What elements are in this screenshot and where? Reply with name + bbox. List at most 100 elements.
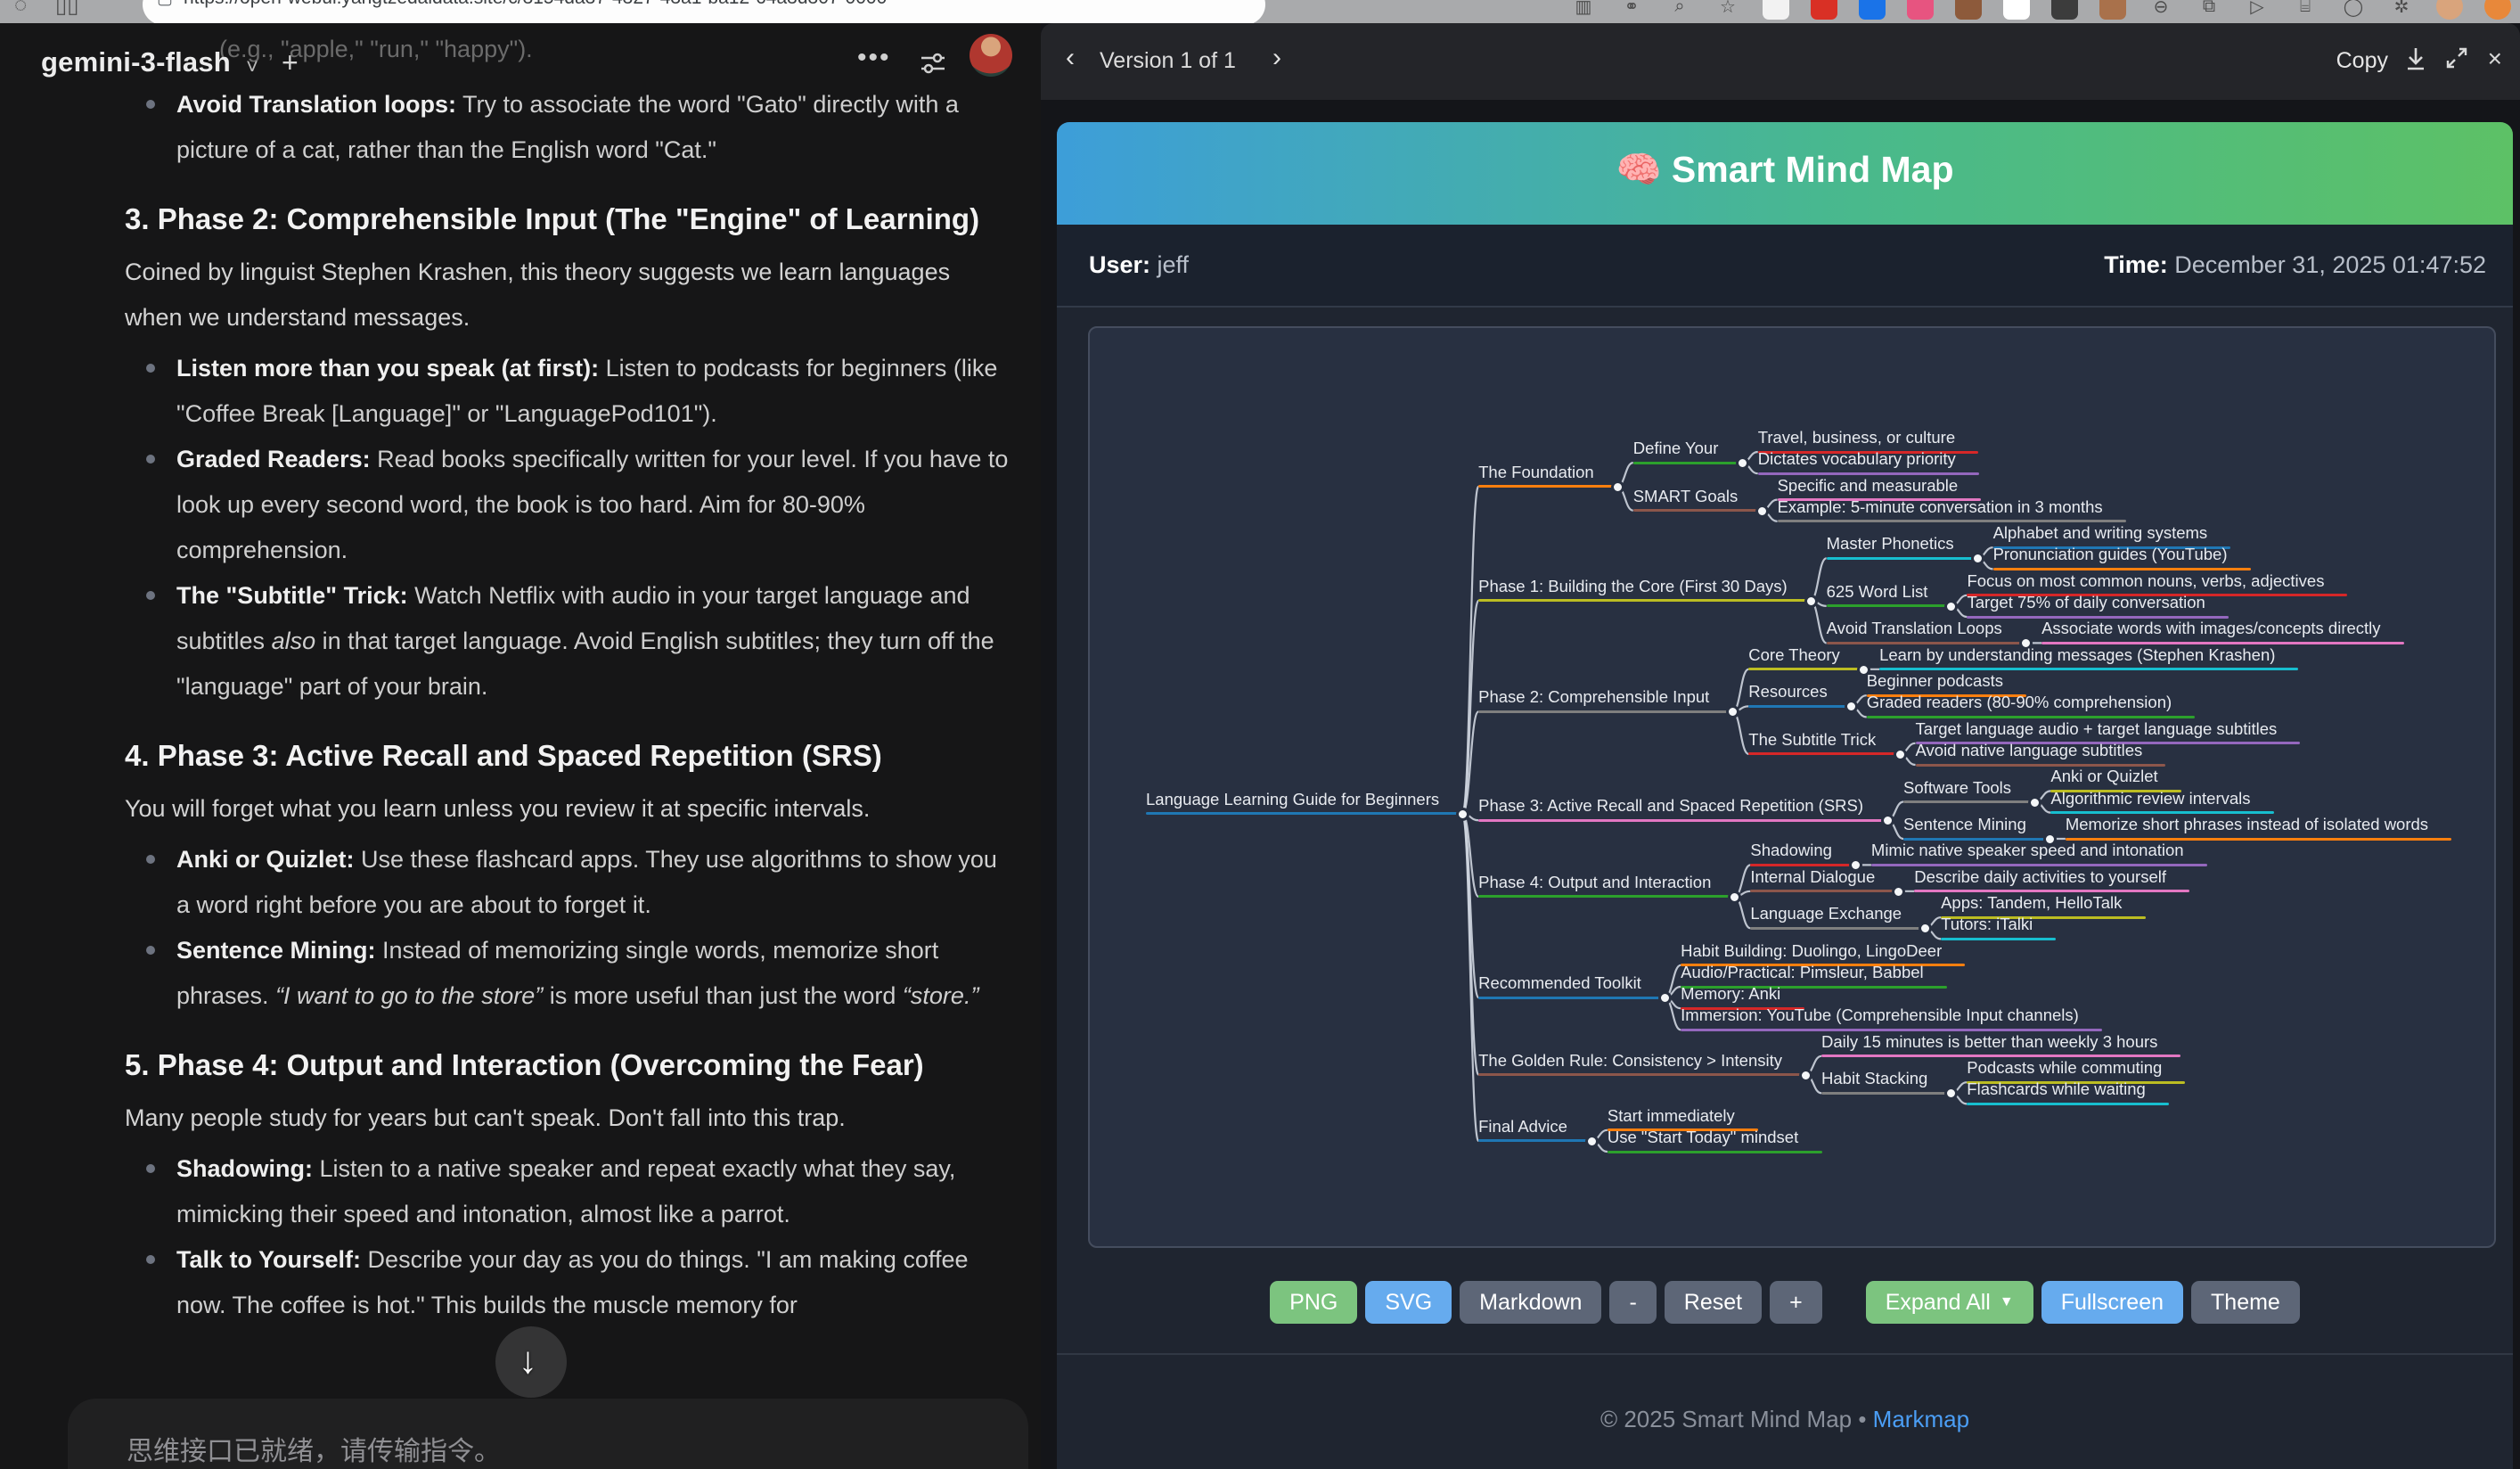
mindmap-collapse-dot[interactable]	[1892, 884, 1906, 899]
chevron-down-icon[interactable]: ˅	[246, 55, 259, 79]
markmap-link[interactable]: Markmap	[1872, 1406, 1970, 1432]
mindmap-canvas[interactable]: Language Learning Guide for Beginners The…	[1088, 326, 2496, 1248]
close-icon[interactable]: ×	[2487, 45, 2502, 72]
mindmap-node-label[interactable]: Algorithmic review intervals	[2050, 788, 2251, 808]
mindmap-node-label[interactable]: Memorize short phrases instead of isolat…	[2065, 815, 2429, 833]
mindmap-node-label[interactable]: Example: 5-minute conversation in 3 mont…	[1777, 497, 2103, 516]
extensions-menu-icon[interactable]: ✲	[2393, 0, 2410, 17]
mindmap-node[interactable]: Learn by understanding messages (Stephen…	[1879, 644, 2299, 671]
mindmap-node-label[interactable]: Focus on most common nouns, verbs, adjec…	[1967, 570, 2325, 590]
mindmap-node-label[interactable]: Avoid native language subtitles	[1915, 741, 2143, 759]
extension-icon[interactable]	[1907, 0, 1934, 20]
reset-button[interactable]: Reset	[1664, 1281, 1763, 1324]
mindmap-node-label[interactable]: Beginner podcasts	[1866, 671, 2003, 691]
tab-overview-icon[interactable]: ▯▯	[55, 0, 79, 18]
mindmap-node[interactable]: Language Learning Guide for Beginners	[1146, 790, 1463, 816]
mindmap-node-label[interactable]: Anki or Quizlet	[2050, 767, 2158, 786]
mindmap-node-label[interactable]: Use "Start Today" mindset	[1607, 1128, 1799, 1146]
mindmap-node[interactable]: The Golden Rule: Consistency > Intensity	[1478, 1050, 1805, 1077]
mindmap-node-label[interactable]: Internal Dialogue	[1750, 866, 1876, 886]
extension-icon[interactable]	[1811, 0, 1837, 20]
link-icon[interactable]: ⚭	[1624, 0, 1640, 17]
mindmap-node[interactable]: Habit Building: Duolingo, LingoDeer	[1681, 940, 1966, 967]
menu-avatar[interactable]	[2484, 0, 2511, 20]
mindmap-collapse-dot[interactable]	[1970, 552, 1984, 566]
mindmap-node-label[interactable]: Phase 1: Building the Core (First 30 Day…	[1478, 576, 1788, 595]
profile-avatar[interactable]	[2436, 0, 2463, 20]
mindmap-node-label[interactable]: Target 75% of daily conversation	[1967, 593, 2205, 611]
mindmap-node-label[interactable]: Flashcards while waiting	[1967, 1079, 2146, 1099]
mindmap-node-label[interactable]: Describe daily activities to yourself	[1914, 866, 2166, 886]
copy-icon[interactable]: ⧉	[2202, 0, 2216, 16]
mindmap-node[interactable]: Core Theory	[1748, 644, 1864, 671]
mindmap-node-label[interactable]: The Foundation	[1478, 462, 1594, 481]
mindmap-node-label[interactable]: Learn by understanding messages (Stephen…	[1879, 644, 2276, 664]
mindmap-node[interactable]: Software Tools	[1903, 778, 2035, 803]
mindmap-node[interactable]: Internal Dialogue	[1750, 866, 1899, 893]
mindmap-node[interactable]: Audio/Practical: Pimsleur, Babbel	[1681, 963, 1947, 989]
mindmap-node-label[interactable]: Graded readers (80-90% comprehension)	[1866, 693, 2172, 712]
cloud-icon[interactable]: ⊖	[2153, 0, 2169, 17]
back-icon[interactable]: ◌	[14, 0, 28, 17]
version-next-button[interactable]: ›	[1272, 43, 1281, 72]
open-fullscreen-icon[interactable]	[2445, 46, 2468, 70]
mindmap-node[interactable]: Travel, business, or culture	[1757, 428, 1979, 454]
mindmap-node[interactable]: Target language audio + target language …	[1915, 718, 2301, 745]
mindmap-node-label[interactable]: Apps: Tandem, HelloTalk	[1941, 893, 2123, 913]
mindmap-node[interactable]: Master Phonetics	[1826, 534, 1977, 560]
mindmap-node[interactable]: Anki or Quizlet	[2050, 767, 2181, 792]
mindmap-node-label[interactable]: Start immediately	[1607, 1105, 1735, 1125]
mindmap-node[interactable]: The Foundation	[1478, 462, 1617, 488]
mindmap-node[interactable]: Mimic native speaker speed and intonatio…	[1870, 841, 2207, 866]
mindmap-collapse-dot[interactable]	[1844, 700, 1858, 714]
mindmap-node-label[interactable]: Dictates vocabulary priority	[1757, 449, 1956, 469]
trash-icon[interactable]: ⌸	[2300, 0, 2311, 16]
mindmap-node-label[interactable]: Sentence Mining	[1903, 815, 2026, 833]
mindmap-node[interactable]: Resources	[1748, 682, 1851, 708]
mindmap-node-label[interactable]: Immersion: YouTube (Comprehensible Input…	[1681, 1005, 2079, 1025]
mindmap-node[interactable]: Avoid Translation Loops	[1826, 619, 2026, 644]
url-text[interactable]: https://open-webui.yangtzedaidata.site/c…	[184, 0, 887, 9]
mindmap-node[interactable]: Start immediately	[1607, 1105, 1758, 1132]
mindmap-node-label[interactable]: Avoid Translation Loops	[1826, 619, 2002, 638]
controls-sliders-icon[interactable]	[920, 50, 946, 77]
mindmap-node[interactable]: Beginner podcasts	[1866, 671, 2026, 697]
mindmap-node[interactable]: Phase 4: Output and Interaction	[1478, 872, 1735, 899]
new-chat-button[interactable]: +	[282, 46, 299, 78]
mindmap-node-label[interactable]: Phase 4: Output and Interaction	[1478, 872, 1712, 891]
mindmap-collapse-dot[interactable]	[1857, 662, 1871, 677]
mindmap-node[interactable]: SMART Goals	[1632, 486, 1762, 513]
mindmap-node-label[interactable]: Habit Building: Duolingo, LingoDeer	[1681, 940, 1943, 960]
mindmap-node-label[interactable]: Resources	[1748, 682, 1828, 702]
mindmap-node-label[interactable]: Memory: Anki	[1681, 984, 1781, 1004]
mindmap-node-label[interactable]: Define Your	[1632, 439, 1719, 458]
mindmap-node-label[interactable]: Phase 3: Active Recall and Spaced Repeti…	[1478, 796, 1864, 816]
mindmap-node[interactable]: Focus on most common nouns, verbs, adjec…	[1967, 570, 2348, 597]
fullscreen-button[interactable]: Fullscreen	[2041, 1281, 2184, 1324]
mindmap-node[interactable]: Associate words with images/concepts dir…	[2041, 619, 2404, 644]
mindmap-collapse-dot[interactable]	[1735, 456, 1749, 471]
extension-icon[interactable]	[1955, 0, 1982, 20]
mindmap-node-label[interactable]: Target language audio + target language …	[1915, 718, 2278, 738]
mindmap-node[interactable]: Define Your	[1632, 439, 1742, 464]
mindmap-node-label[interactable]: Core Theory	[1748, 644, 1840, 664]
mindmap-node-label[interactable]: Final Advice	[1478, 1116, 1567, 1136]
mindmap-node-label[interactable]: Language Exchange	[1750, 904, 1902, 923]
mindmap-node[interactable]: Memory: Anki	[1681, 984, 1805, 1010]
mindmap-node-label[interactable]: Podcasts while commuting	[1967, 1058, 2163, 1078]
mindmap-node-label[interactable]: Phase 2: Comprehensible Input	[1478, 687, 1710, 707]
mindmap-node[interactable]: Shadowing	[1750, 841, 1855, 866]
mindmap-node-label[interactable]: SMART Goals	[1632, 486, 1739, 505]
mindmap-collapse-dot[interactable]	[1919, 922, 1933, 936]
mindmap-node[interactable]: Immersion: YouTube (Comprehensible Input…	[1681, 1005, 2103, 1031]
more-options-icon[interactable]: •••	[857, 43, 891, 72]
mindmap-node-label[interactable]: The Golden Rule: Consistency > Intensity	[1478, 1050, 1783, 1070]
mindmap-collapse-dot[interactable]	[1658, 991, 1673, 1005]
extension-icon[interactable]	[1859, 0, 1886, 20]
mindmap-collapse-dot[interactable]	[1804, 594, 1818, 608]
mindmap-collapse-dot[interactable]	[1728, 890, 1742, 904]
mindmap-collapse-dot[interactable]	[2042, 833, 2057, 846]
mindmap-node[interactable]: Language Exchange	[1750, 904, 1926, 930]
mindmap-node[interactable]: Memorize short phrases instead of isolat…	[2065, 815, 2452, 841]
svg-button[interactable]: SVG	[1365, 1281, 1452, 1324]
